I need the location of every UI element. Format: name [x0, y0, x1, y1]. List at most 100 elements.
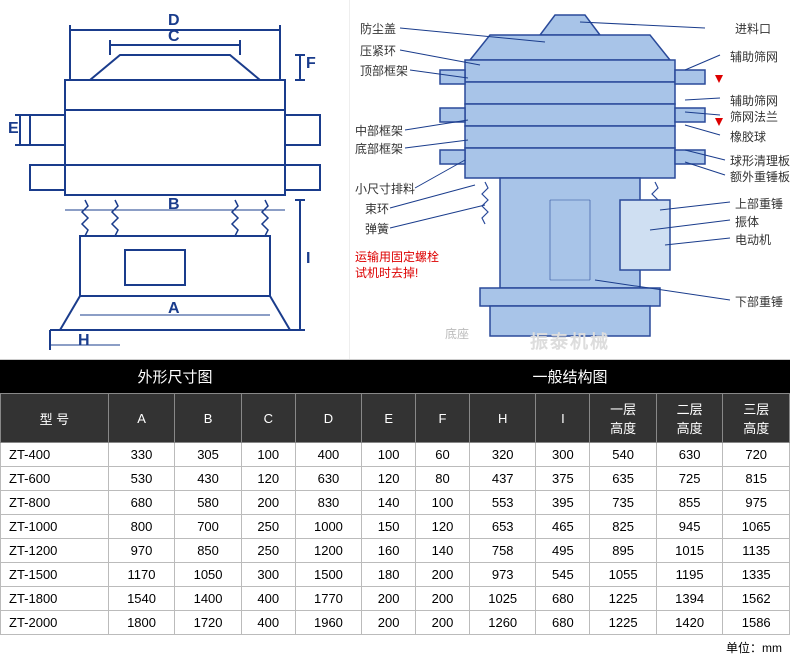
table-row: ZT-2000180017204001960200200126068012251… [1, 611, 790, 635]
cell: 680 [536, 587, 590, 611]
col-header: B [175, 394, 242, 443]
cell: 250 [241, 539, 295, 563]
col-header: F [416, 394, 470, 443]
cell: 635 [590, 467, 657, 491]
cell: 80 [416, 467, 470, 491]
table-row: ZT-1500117010503001500180200973545105511… [1, 563, 790, 587]
cell: 1960 [295, 611, 362, 635]
table-row: ZT-1800154014004001770200200102568012251… [1, 587, 790, 611]
cell: ZT-1500 [1, 563, 109, 587]
cell: 200 [241, 491, 295, 515]
cell: 400 [295, 443, 362, 467]
cell: 120 [362, 467, 416, 491]
table-row: ZT-60053043012063012080437375635725815 [1, 467, 790, 491]
right-title: 一般结构图 [350, 360, 790, 393]
cell: 1000 [295, 515, 362, 539]
cell: 725 [656, 467, 723, 491]
cell: 120 [241, 467, 295, 491]
struct-svg [350, 0, 790, 360]
cell: 140 [362, 491, 416, 515]
cell: ZT-1200 [1, 539, 109, 563]
cell: 200 [362, 587, 416, 611]
cell: 1200 [295, 539, 362, 563]
cell: 1195 [656, 563, 723, 587]
lbl-ball: 橡胶球 [730, 128, 766, 145]
dim-h: H [78, 332, 90, 350]
cell: 300 [241, 563, 295, 587]
arrow-icon [715, 75, 723, 83]
cell: 945 [656, 515, 723, 539]
cell: ZT-400 [1, 443, 109, 467]
table-row: ZT-800680580200830140100553395735855975 [1, 491, 790, 515]
cell: 1540 [108, 587, 175, 611]
lbl-bolt2: 试机时去掉! [355, 264, 418, 281]
cell: 250 [241, 515, 295, 539]
col-header: 型 号 [1, 394, 109, 443]
cell: 1055 [590, 563, 657, 587]
dim-a: A [168, 300, 180, 318]
lbl-bot-frame: 底部框架 [355, 140, 403, 157]
cell: 495 [536, 539, 590, 563]
lbl-clamp-ring: 压紧环 [360, 42, 396, 59]
cell: 680 [108, 491, 175, 515]
lbl-aux2: 辅助筛网 [730, 92, 778, 109]
lbl-upper: 上部重锤 [735, 195, 783, 212]
lbl-clean: 球形清理板 [730, 152, 790, 169]
cell: 825 [590, 515, 657, 539]
cell: 100 [416, 491, 470, 515]
col-header: H [469, 394, 536, 443]
cell: ZT-2000 [1, 611, 109, 635]
cell: 60 [416, 443, 470, 467]
col-header: 三层高度 [723, 394, 790, 443]
cell: 330 [108, 443, 175, 467]
lbl-flange: 筛网法兰 [730, 108, 778, 125]
cell: 970 [108, 539, 175, 563]
cell: 1420 [656, 611, 723, 635]
cell: 540 [590, 443, 657, 467]
lbl-aux1: 辅助筛网 [730, 48, 778, 65]
cell: 1562 [723, 587, 790, 611]
cell: 720 [723, 443, 790, 467]
cell: 140 [416, 539, 470, 563]
cell: 630 [295, 467, 362, 491]
cell: 465 [536, 515, 590, 539]
cell: 1225 [590, 611, 657, 635]
cell: 1335 [723, 563, 790, 587]
lbl-inlet: 进料口 [735, 20, 771, 37]
lbl-base: 底座 [445, 325, 469, 342]
col-header: C [241, 394, 295, 443]
cell: 1135 [723, 539, 790, 563]
lbl-spring: 弹簧 [365, 220, 389, 237]
dim-e: E [8, 120, 19, 138]
cell: 150 [362, 515, 416, 539]
col-header: I [536, 394, 590, 443]
col-header: 二层高度 [656, 394, 723, 443]
cell: 580 [175, 491, 242, 515]
cell: 1025 [469, 587, 536, 611]
cell: 855 [656, 491, 723, 515]
cell: 1170 [108, 563, 175, 587]
cell: 1770 [295, 587, 362, 611]
col-header: A [108, 394, 175, 443]
cell: 1400 [175, 587, 242, 611]
spec-table: 型 号ABCDEFHI一层高度二层高度三层高度 ZT-4003303051004… [0, 393, 790, 635]
dim-i: I [306, 250, 310, 268]
cell: 975 [723, 491, 790, 515]
unit-label: 单位：mm [0, 635, 790, 656]
cell: 120 [416, 515, 470, 539]
cell: 200 [416, 563, 470, 587]
cell: 700 [175, 515, 242, 539]
cell: 1015 [656, 539, 723, 563]
lbl-top-frame: 顶部框架 [360, 62, 408, 79]
lbl-small-outlet: 小尺寸排料 [355, 180, 415, 197]
col-header: E [362, 394, 416, 443]
cell: 530 [108, 467, 175, 491]
cell: 973 [469, 563, 536, 587]
cell: 553 [469, 491, 536, 515]
cell: 1500 [295, 563, 362, 587]
cell: 430 [175, 467, 242, 491]
lbl-dust-cover: 防尘盖 [360, 20, 396, 37]
cell: 758 [469, 539, 536, 563]
cell: 200 [362, 611, 416, 635]
dimension-diagram: D C E F I B A H [0, 0, 350, 359]
